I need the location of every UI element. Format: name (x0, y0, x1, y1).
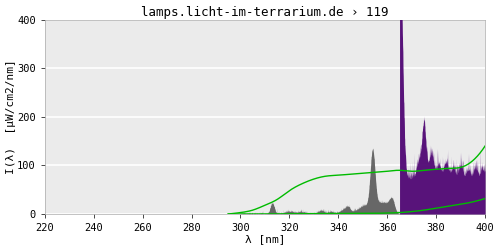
X-axis label: λ [nm]: λ [nm] (244, 234, 285, 244)
Title: lamps.licht-im-terrarium.de › 119: lamps.licht-im-terrarium.de › 119 (141, 6, 388, 18)
Y-axis label: I(λ)  [μW/cm2/nm]: I(λ) [μW/cm2/nm] (6, 60, 16, 174)
